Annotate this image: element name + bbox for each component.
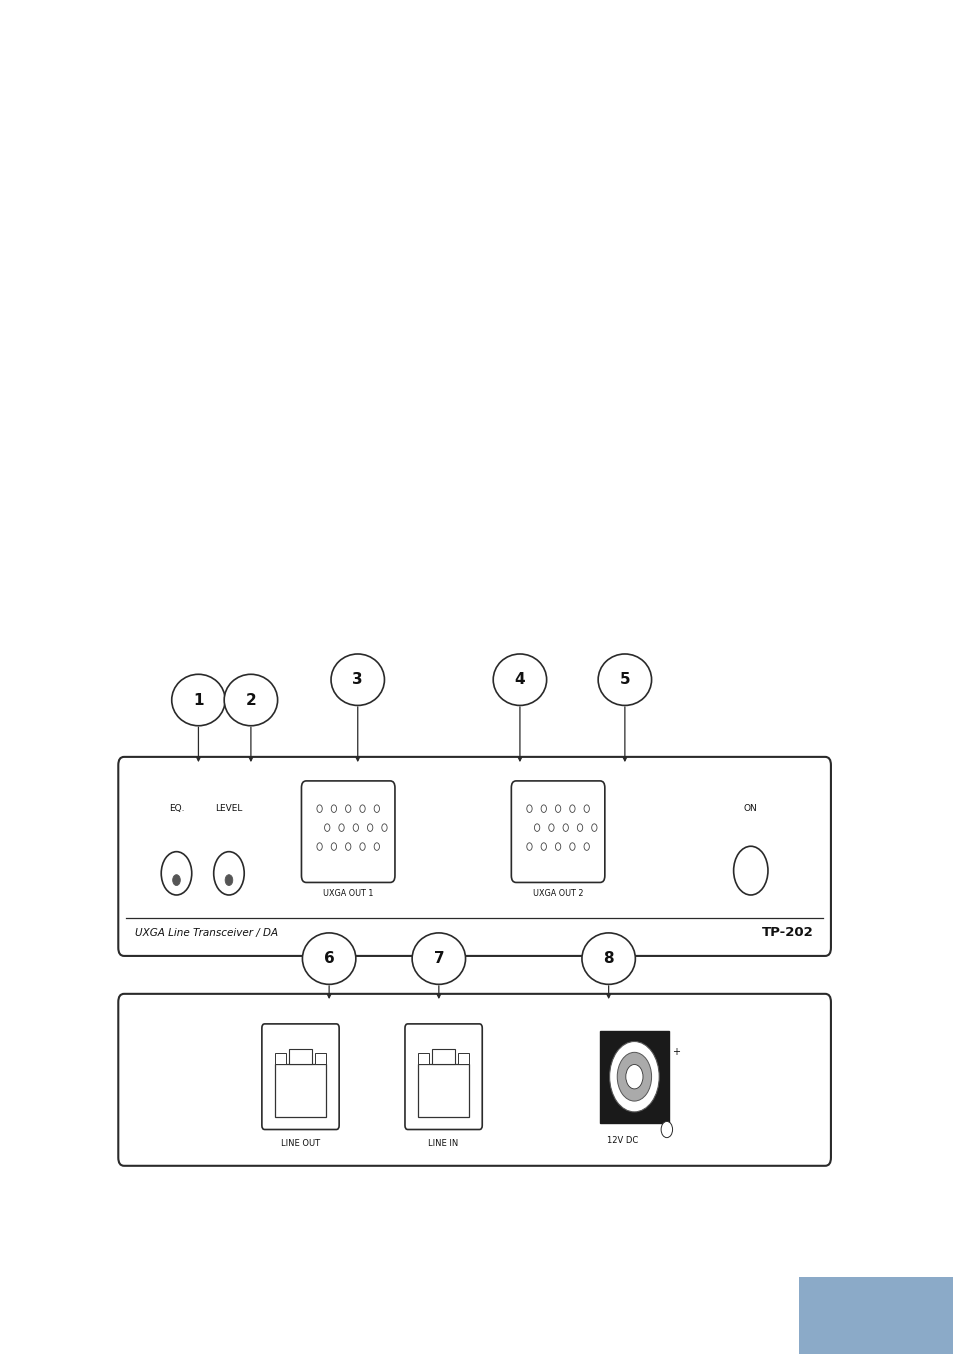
Text: ON: ON [743, 804, 757, 812]
Circle shape [591, 823, 597, 831]
Text: LEVEL: LEVEL [215, 804, 242, 812]
Circle shape [381, 823, 387, 831]
Circle shape [213, 852, 244, 895]
Text: UXGA Line Transceiver / DA: UXGA Line Transceiver / DA [135, 927, 278, 938]
Bar [274, 1064, 326, 1117]
Text: TP-202: TP-202 [761, 926, 813, 940]
Bar [799, 1277, 953, 1354]
Circle shape [161, 852, 192, 895]
Circle shape [540, 804, 546, 812]
Circle shape [324, 823, 330, 831]
Text: 2: 2 [245, 692, 256, 708]
Circle shape [316, 842, 322, 850]
Bar [314, 1053, 326, 1064]
Bar [417, 1053, 429, 1064]
Bar [457, 1053, 469, 1064]
Text: 4: 4 [514, 672, 525, 688]
Ellipse shape [302, 933, 355, 984]
Circle shape [583, 804, 589, 812]
Circle shape [172, 875, 180, 886]
Bar [417, 1064, 469, 1117]
Circle shape [316, 804, 322, 812]
Ellipse shape [412, 933, 465, 984]
Bar [599, 1030, 668, 1122]
Circle shape [374, 842, 379, 850]
Ellipse shape [598, 654, 651, 705]
Text: 7: 7 [433, 951, 444, 967]
Circle shape [353, 823, 358, 831]
Circle shape [331, 842, 336, 850]
Circle shape [583, 842, 589, 850]
Text: LINE OUT: LINE OUT [280, 1139, 320, 1148]
Circle shape [338, 823, 344, 831]
Circle shape [555, 804, 560, 812]
Bar [289, 1049, 312, 1064]
Circle shape [225, 875, 233, 886]
Circle shape [562, 823, 568, 831]
Circle shape [359, 842, 365, 850]
Ellipse shape [172, 674, 225, 726]
Circle shape [345, 842, 351, 850]
Ellipse shape [331, 654, 384, 705]
Text: 5: 5 [618, 672, 630, 688]
Text: 3: 3 [352, 672, 363, 688]
FancyBboxPatch shape [301, 781, 395, 883]
Circle shape [331, 804, 336, 812]
FancyBboxPatch shape [118, 994, 830, 1166]
Circle shape [733, 846, 767, 895]
Circle shape [367, 823, 373, 831]
Ellipse shape [493, 654, 546, 705]
Bar [432, 1049, 455, 1064]
Circle shape [359, 804, 365, 812]
Circle shape [526, 842, 532, 850]
FancyBboxPatch shape [511, 781, 604, 883]
Circle shape [540, 842, 546, 850]
Text: 8: 8 [602, 951, 614, 967]
FancyBboxPatch shape [405, 1024, 482, 1129]
Circle shape [577, 823, 582, 831]
Text: LINE IN: LINE IN [428, 1139, 458, 1148]
Circle shape [345, 804, 351, 812]
Circle shape [569, 842, 575, 850]
Circle shape [660, 1121, 672, 1137]
Text: +: + [672, 1048, 679, 1057]
Circle shape [609, 1041, 659, 1112]
Text: 6: 6 [323, 951, 335, 967]
Text: 12V DC: 12V DC [607, 1136, 638, 1145]
FancyBboxPatch shape [261, 1024, 339, 1129]
Bar [274, 1053, 286, 1064]
Circle shape [625, 1064, 642, 1089]
Text: UXGA OUT 1: UXGA OUT 1 [323, 890, 373, 898]
Circle shape [534, 823, 539, 831]
Text: EQ.: EQ. [169, 804, 184, 812]
Text: 1: 1 [193, 692, 204, 708]
Circle shape [569, 804, 575, 812]
FancyBboxPatch shape [118, 757, 830, 956]
Text: UXGA OUT 2: UXGA OUT 2 [533, 890, 582, 898]
Ellipse shape [224, 674, 277, 726]
Ellipse shape [581, 933, 635, 984]
Circle shape [617, 1052, 651, 1101]
Circle shape [555, 842, 560, 850]
Circle shape [548, 823, 554, 831]
Circle shape [526, 804, 532, 812]
Circle shape [374, 804, 379, 812]
